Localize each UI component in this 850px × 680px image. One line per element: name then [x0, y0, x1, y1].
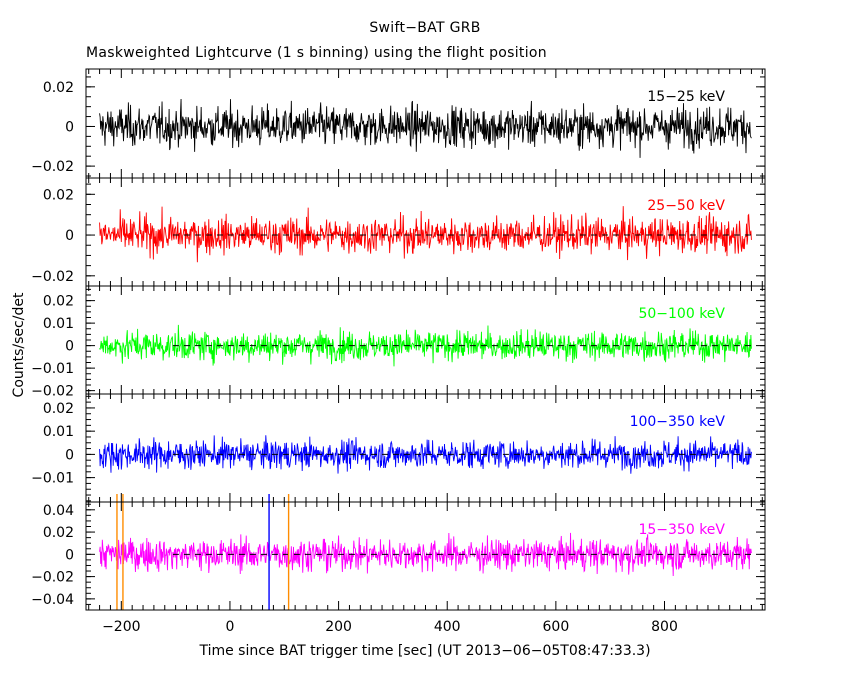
chart-title: Swift−BAT GRB — [369, 20, 481, 36]
panel-frame-4 — [85, 393, 766, 503]
band-label-2: 25−50 keV — [647, 198, 725, 214]
series-line-1 — [99, 99, 752, 158]
x-axis-ticks: −200 0 200 400 600 800 — [102, 619, 678, 635]
panel-3: −0.02 −0.01 0 0.01 0.02 50−100 keV — [31, 285, 766, 400]
y-tick-label: 0 — [65, 447, 74, 463]
x-tick-label: 800 — [651, 619, 678, 635]
y-tick-label: −0.01 — [31, 471, 74, 487]
panel-5: −0.04 −0.02 0 0.02 0.04 15−350 keV — [31, 494, 766, 611]
y-tick-label: 0 — [65, 119, 74, 135]
y-tick-label: 0.02 — [43, 401, 74, 417]
y-tick-label: 0.04 — [43, 503, 74, 519]
chart-subtitle: Maskweighted Lightcurve (1 s binning) us… — [86, 45, 547, 61]
band-label-3: 50−100 keV — [638, 306, 725, 322]
band-label-1: 15−25 keV — [647, 89, 725, 105]
x-tick-label: 400 — [434, 619, 461, 635]
panel-1: −0.02 0 0.02 15−25 keV — [31, 68, 766, 179]
series-line-5 — [99, 532, 752, 577]
x-tick-label: 0 — [225, 619, 234, 635]
band-label-4: 100−350 keV — [630, 414, 726, 430]
y-tick-label: −0.02 — [31, 159, 74, 175]
y-tick-label: 0.02 — [43, 80, 74, 96]
series-line-3 — [99, 324, 752, 367]
y-tick-label: 0 — [65, 547, 74, 563]
y-tick-label: 0.01 — [43, 424, 74, 440]
y-tick-label: −0.04 — [31, 592, 74, 608]
series-line-2 — [99, 206, 752, 263]
y-tick-label: 0.01 — [43, 316, 74, 332]
y-tick-label: −0.02 — [31, 269, 74, 285]
band-label-5: 15−350 keV — [638, 522, 725, 538]
y-tick-label: −0.02 — [31, 570, 74, 586]
x-tick-label: −200 — [102, 619, 140, 635]
x-tick-label: 600 — [543, 619, 570, 635]
y-axis-label: Counts/sec/det — [11, 292, 27, 397]
series-line-4 — [99, 435, 752, 474]
panel-4: −0.01 0 0.01 0.02 100−350 keV — [31, 393, 766, 503]
y-tick-label: 0.02 — [43, 525, 74, 541]
x-axis-label: Time since BAT trigger time [sec] (UT 20… — [198, 643, 650, 659]
y-tick-label: 0.02 — [43, 187, 74, 203]
y-tick-label: 0.02 — [43, 294, 74, 310]
panel-2: −0.02 0 0.02 25−50 keV — [31, 177, 766, 287]
y-tick-label: 0 — [65, 228, 74, 244]
y-tick-label: −0.02 — [31, 384, 74, 400]
x-tick-label: 200 — [325, 619, 352, 635]
y-tick-label: −0.01 — [31, 361, 74, 377]
y-tick-label: 0 — [65, 339, 74, 355]
